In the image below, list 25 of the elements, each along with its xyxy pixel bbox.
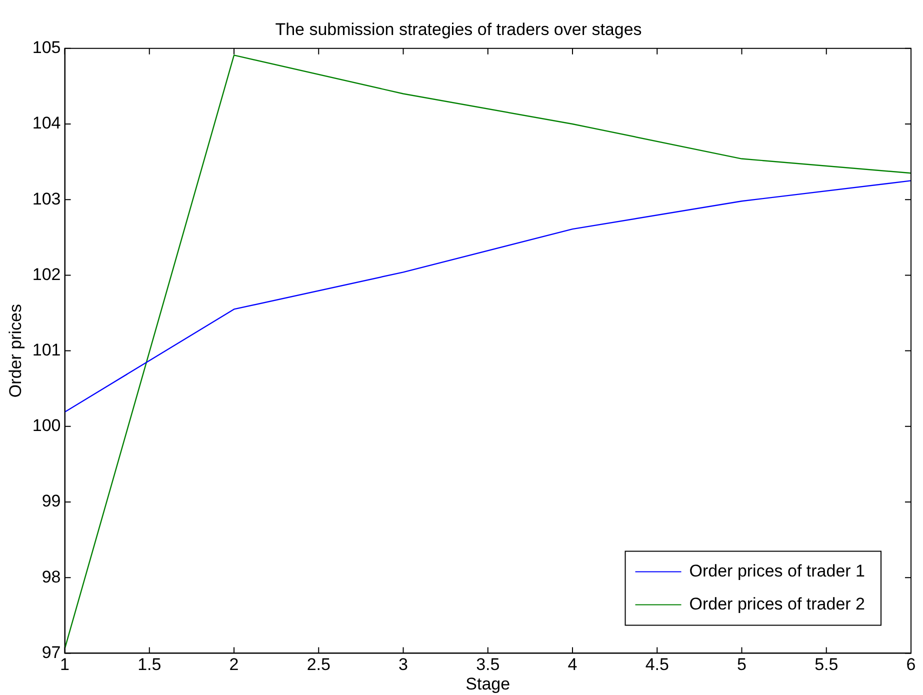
x-axis-title: Stage [466, 674, 510, 694]
x-tick-label: 1.5 [138, 655, 162, 674]
legend-label: Order prices of trader 1 [689, 561, 866, 580]
x-tick-label: 4 [568, 655, 578, 674]
x-tick-label: 5.5 [814, 655, 838, 674]
y-tick-label: 100 [32, 416, 61, 436]
chart-title: The submission strategies of traders over stages [275, 20, 642, 39]
x-tick-label: 3 [398, 655, 408, 674]
x-tick-label: 3.5 [476, 655, 500, 674]
x-tick-label: 1 [60, 655, 70, 674]
y-tick-label: 105 [32, 38, 61, 58]
x-tick-label: 2.5 [306, 655, 330, 674]
y-tick-label: 101 [32, 340, 61, 360]
y-axis-title: Order prices [6, 304, 25, 398]
legend-label: Order prices of trader 2 [689, 594, 866, 614]
y-tick-label: 103 [32, 189, 61, 208]
x-tick-label: 2 [229, 655, 239, 674]
y-tick-label: 98 [42, 567, 61, 586]
x-tick-label: 4.5 [645, 655, 669, 674]
x-tick-label: 5 [737, 655, 746, 674]
x-tick-label: 6 [906, 655, 916, 674]
y-tick-label: 104 [32, 114, 61, 133]
y-tick-label: 97 [42, 642, 61, 662]
y-tick-label: 102 [32, 264, 61, 284]
y-tick-label: 99 [42, 492, 61, 511]
